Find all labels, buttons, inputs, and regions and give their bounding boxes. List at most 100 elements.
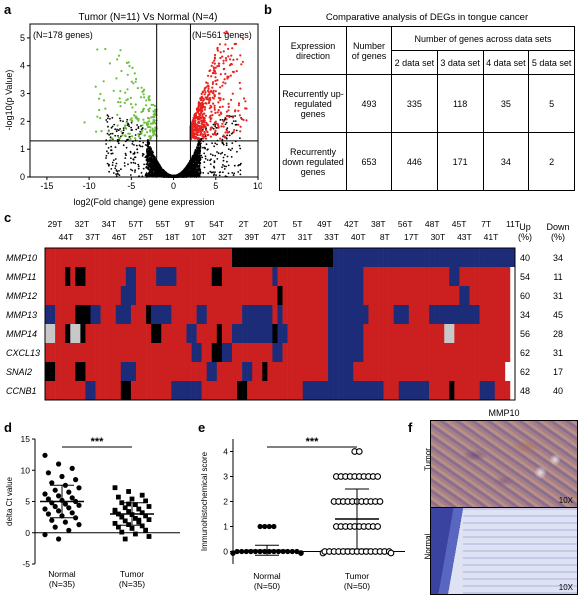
heatmap-cell <box>292 286 298 305</box>
heatmap-cell <box>55 248 61 267</box>
volcano-point-ns <box>111 152 114 155</box>
volcano-point-up <box>212 66 215 69</box>
volcano-point-up <box>205 81 208 84</box>
heatmap-cell <box>297 324 304 343</box>
volcano-point-ns <box>146 157 149 160</box>
volcano-point-ns <box>165 176 168 178</box>
heatmap-cell <box>277 286 283 305</box>
volcano-point-ns <box>213 161 216 164</box>
heatmap-cell <box>282 267 288 286</box>
volcano-point-ns <box>158 168 160 171</box>
gene-label: MMP14 <box>6 329 37 339</box>
volcano-point-ns <box>153 166 156 169</box>
volcano-point-ns <box>110 149 112 152</box>
volcano-point-ns <box>129 135 131 138</box>
ihc-point <box>289 548 295 555</box>
ihc-point <box>374 523 382 530</box>
volcano-point-ns <box>133 152 136 155</box>
heatmap-cell <box>176 248 182 267</box>
volcano-point-ns <box>214 154 217 157</box>
heatmap-cell <box>348 324 354 343</box>
volcano-point-ns <box>196 154 198 157</box>
volcano-point-down <box>148 120 151 123</box>
volcano-point-ns <box>234 120 237 122</box>
heatmap-cell <box>267 362 273 381</box>
volcano-point-up <box>211 91 215 95</box>
heatmap-cell <box>429 343 435 362</box>
heatmap-cell <box>141 324 147 343</box>
delta-ct-point <box>66 505 72 511</box>
heatmap-cell <box>201 305 208 324</box>
ihc-significance: *** <box>306 436 320 448</box>
heatmap-cell <box>110 324 117 343</box>
volcano-point-ns <box>222 159 225 162</box>
volcano-point-up <box>242 37 245 41</box>
volcano-point-up <box>196 111 199 114</box>
volcano-point-up <box>205 129 208 132</box>
heatmap-cell <box>50 381 56 400</box>
heatmap-cell <box>424 343 430 362</box>
heatmap-cell <box>242 343 248 362</box>
heatmap-cell <box>322 286 329 305</box>
heatmap-cell <box>272 286 278 305</box>
heatmap-cell <box>348 305 354 324</box>
heatmap-cell <box>80 305 86 324</box>
volcano-point-up <box>225 30 228 33</box>
heatmap-cell <box>499 362 506 381</box>
gene-label: MMP13 <box>6 310 37 320</box>
volcano-point-down <box>151 127 154 130</box>
volcano-point-ns <box>238 144 241 147</box>
volcano-point-up <box>209 120 212 123</box>
delta-ct-point <box>42 452 48 458</box>
volcano-point-down <box>115 77 118 80</box>
heatmap-cell <box>171 248 177 267</box>
heatmap-cell <box>151 305 157 324</box>
volcano-point-up <box>202 119 205 122</box>
volcano-point-up <box>222 81 225 84</box>
delta-ct-point <box>62 519 68 525</box>
heatmap-cell <box>302 343 309 362</box>
volcano-point-down <box>116 58 119 61</box>
volcano-point-ns <box>125 146 128 149</box>
heatmap-cell <box>181 343 187 362</box>
heatmap-cell <box>363 324 369 343</box>
degs-table: Expression direction Number of genes Num… <box>279 26 575 191</box>
heatmap-cell <box>434 362 440 381</box>
volcano-point-up <box>221 55 224 58</box>
volcano-point-ns <box>135 128 138 131</box>
volcano-point-ns <box>107 152 110 155</box>
sample-label-bottom: 46T <box>112 232 127 242</box>
volcano-point-ns <box>226 127 229 130</box>
panel-letter-d: d <box>4 420 12 435</box>
heatmap-cell <box>85 324 91 343</box>
heatmap-cell <box>166 381 172 400</box>
down-pct: 40 <box>553 386 563 396</box>
heatmap-cell <box>75 343 81 362</box>
heatmap-cell <box>338 286 344 305</box>
heatmap-cell <box>65 343 71 362</box>
volcano-point-down <box>119 101 122 104</box>
volcano-point-up <box>214 90 217 93</box>
volcano-point-up <box>211 82 214 85</box>
heatmap-cell <box>373 343 379 362</box>
volcano-point-down <box>145 123 149 127</box>
heatmap-cell <box>469 362 475 381</box>
heatmap-cell <box>171 362 177 381</box>
volcano-point-ns <box>127 123 130 126</box>
volcano-point-down <box>148 125 151 128</box>
volcano-point-up <box>196 107 199 111</box>
heatmap-cell <box>65 305 71 324</box>
heatmap-cell <box>161 305 167 324</box>
heatmap-cell <box>464 305 470 324</box>
heatmap-cell <box>166 343 172 362</box>
volcano-point-down <box>135 77 138 81</box>
subheader-5: 5 data set <box>528 50 575 75</box>
heatmap-cell <box>211 324 218 343</box>
volcano-point-down <box>152 113 155 116</box>
delta-ct-point <box>119 529 125 535</box>
heatmap-cell <box>55 343 61 362</box>
heatmap-cell <box>424 305 430 324</box>
volcano-point-ns <box>216 143 218 146</box>
gene-label: MMP10 <box>6 253 37 263</box>
heatmap-cell <box>383 381 389 400</box>
